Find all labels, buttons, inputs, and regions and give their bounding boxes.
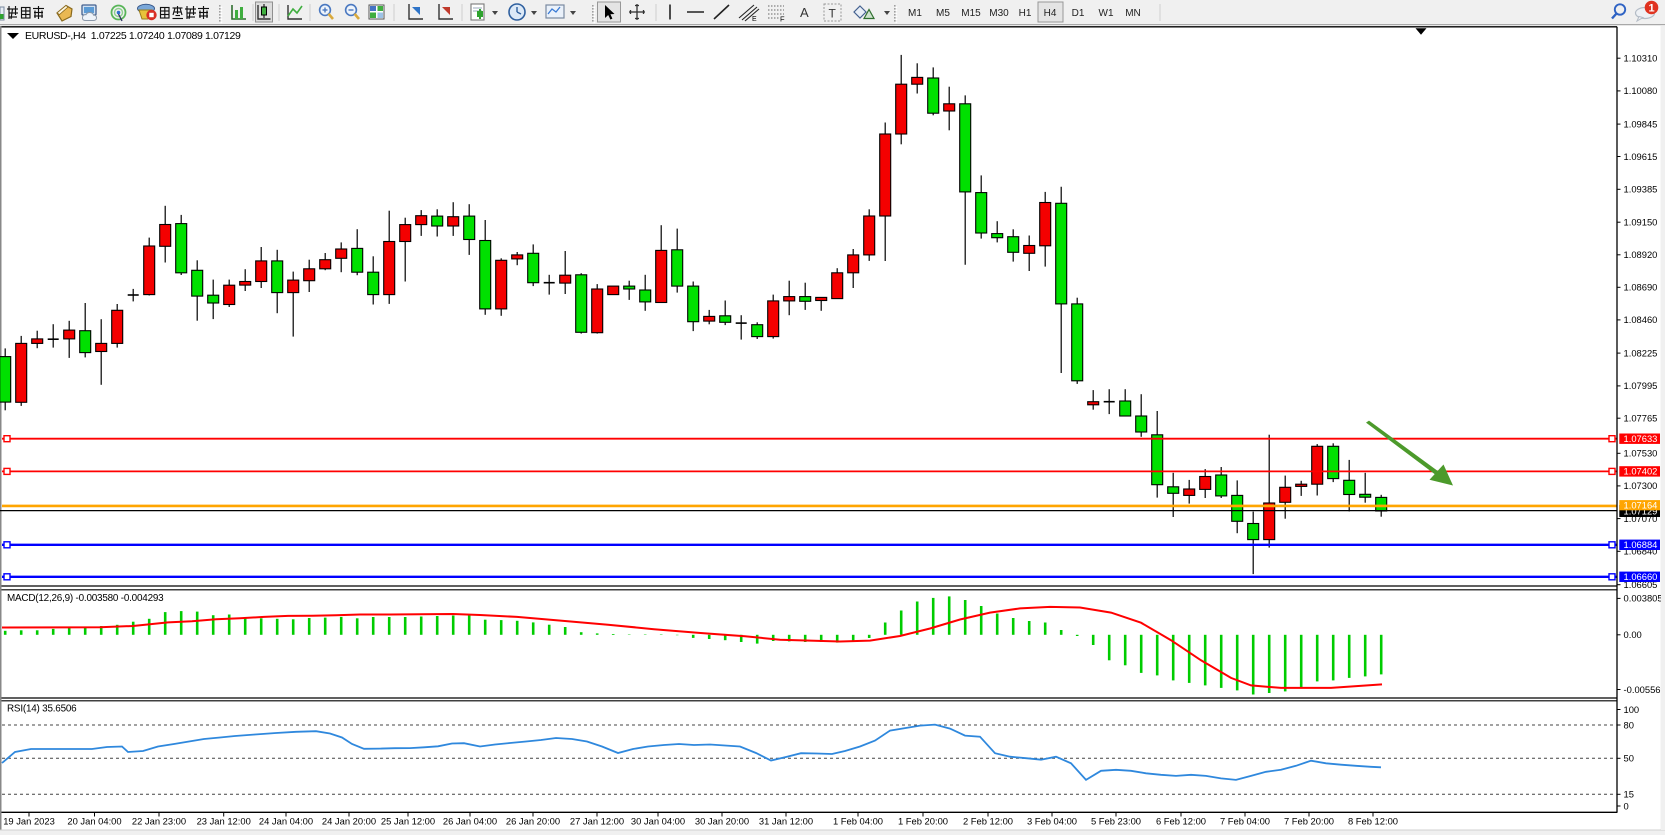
svg-text:1.08690: 1.08690: [1624, 282, 1658, 293]
svg-text:EURUSD-,H4 1.07225 1.07240 1.: EURUSD-,H4 1.07225 1.07240 1.07089 1.071…: [25, 30, 241, 42]
svg-text:1.08460: 1.08460: [1624, 314, 1658, 325]
svg-text:1.09845: 1.09845: [1624, 118, 1658, 129]
svg-text:T: T: [829, 7, 837, 21]
svg-text:5 Feb 23:00: 5 Feb 23:00: [1091, 816, 1141, 827]
svg-text:M15: M15: [961, 8, 981, 19]
svg-text:6 Feb 12:00: 6 Feb 12:00: [1156, 816, 1206, 827]
svg-text:24 Jan 20:00: 24 Jan 20:00: [322, 816, 376, 827]
svg-text:7 Feb 20:00: 7 Feb 20:00: [1284, 816, 1334, 827]
svg-text:1.10310: 1.10310: [1624, 53, 1658, 64]
svg-text:27 Jan 12:00: 27 Jan 12:00: [570, 816, 624, 827]
svg-text:M1: M1: [908, 8, 922, 19]
svg-text:1.07164: 1.07164: [1624, 500, 1658, 511]
svg-text:F: F: [780, 15, 785, 24]
svg-text:1.06884: 1.06884: [1624, 539, 1658, 550]
svg-text:7 Feb 04:00: 7 Feb 04:00: [1220, 816, 1270, 827]
svg-text:1.07530: 1.07530: [1624, 448, 1658, 459]
svg-text:1.07633: 1.07633: [1624, 433, 1658, 444]
svg-text:E: E: [752, 16, 757, 23]
svg-text:100: 100: [1624, 704, 1640, 715]
svg-text:RSI(14) 35.6506: RSI(14) 35.6506: [7, 704, 77, 715]
svg-text:1 Feb 04:00: 1 Feb 04:00: [833, 816, 883, 827]
svg-text:M30: M30: [989, 8, 1009, 19]
svg-text:31 Jan 12:00: 31 Jan 12:00: [759, 816, 813, 827]
svg-text:H1: H1: [1019, 8, 1032, 19]
svg-text:A: A: [800, 5, 809, 20]
svg-text:1.08920: 1.08920: [1624, 249, 1658, 260]
svg-text:30 Jan 20:00: 30 Jan 20:00: [695, 816, 749, 827]
svg-text:1: 1: [1648, 3, 1654, 15]
svg-text:80: 80: [1624, 719, 1634, 730]
svg-text:-0.005569: -0.005569: [1624, 684, 1665, 695]
svg-text:1.09385: 1.09385: [1624, 184, 1658, 195]
svg-text:30 Jan 04:00: 30 Jan 04:00: [631, 816, 685, 827]
svg-text:1.09615: 1.09615: [1624, 151, 1658, 162]
svg-text:1.07300: 1.07300: [1624, 480, 1658, 491]
svg-text:1.06840: 1.06840: [1624, 546, 1658, 557]
svg-text:19 Jan 2023: 19 Jan 2023: [3, 816, 55, 827]
svg-text:26 Jan 20:00: 26 Jan 20:00: [506, 816, 560, 827]
svg-text:15: 15: [1624, 789, 1634, 800]
svg-text:D1: D1: [1072, 8, 1085, 19]
svg-text:0.00: 0.00: [1624, 629, 1642, 640]
svg-text:1 Feb 20:00: 1 Feb 20:00: [898, 816, 948, 827]
svg-text:1.07402: 1.07402: [1624, 466, 1658, 477]
svg-text:1.07129: 1.07129: [1624, 505, 1658, 516]
svg-text:20 Jan 04:00: 20 Jan 04:00: [67, 816, 121, 827]
svg-text:1.07995: 1.07995: [1624, 380, 1658, 391]
svg-text:0.003805: 0.003805: [1624, 593, 1663, 604]
svg-text:26 Jan 04:00: 26 Jan 04:00: [443, 816, 497, 827]
svg-text:MACD(12,26,9) -0.003580 -0.004: MACD(12,26,9) -0.003580 -0.004293: [7, 593, 164, 604]
svg-text:24 Jan 04:00: 24 Jan 04:00: [259, 816, 313, 827]
svg-text:1.10080: 1.10080: [1624, 85, 1658, 96]
svg-text:0: 0: [1624, 800, 1629, 811]
svg-text:W1: W1: [1099, 8, 1114, 19]
svg-text:H4: H4: [1044, 8, 1057, 19]
svg-text:3 Feb 04:00: 3 Feb 04:00: [1027, 816, 1077, 827]
svg-text:1.06660: 1.06660: [1624, 571, 1658, 582]
svg-text:2 Feb 12:00: 2 Feb 12:00: [963, 816, 1013, 827]
svg-text:8 Feb 12:00: 8 Feb 12:00: [1348, 816, 1398, 827]
svg-text:M5: M5: [936, 8, 950, 19]
svg-text:1.09150: 1.09150: [1624, 217, 1658, 228]
svg-text:1.06605: 1.06605: [1624, 579, 1658, 590]
svg-text:MN: MN: [1125, 8, 1141, 19]
svg-text:23 Jan 12:00: 23 Jan 12:00: [197, 816, 251, 827]
svg-text:25 Jan 12:00: 25 Jan 12:00: [381, 816, 435, 827]
svg-text:1.08225: 1.08225: [1624, 347, 1658, 358]
svg-text:50: 50: [1624, 753, 1634, 764]
svg-text:1.07765: 1.07765: [1624, 413, 1658, 424]
svg-text:1.07070: 1.07070: [1624, 513, 1658, 524]
svg-text:22 Jan 23:00: 22 Jan 23:00: [132, 816, 186, 827]
